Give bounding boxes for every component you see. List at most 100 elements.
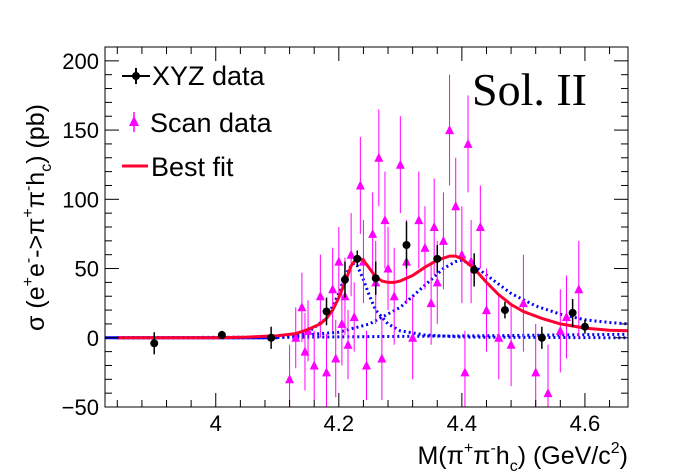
solution-label: Sol. II [472, 64, 587, 115]
y-tick-label: 200 [62, 49, 99, 74]
scan-marker [377, 353, 387, 363]
scan-data-point [337, 282, 347, 366]
scan-marker [368, 228, 378, 238]
scan-marker [389, 291, 399, 301]
legend-label-scan-data: Scan data [150, 108, 273, 138]
xyz-marker [340, 275, 349, 284]
scan-data-point [331, 319, 341, 398]
scan-marker [322, 367, 332, 377]
scan-marker [420, 242, 430, 252]
scan-data-point [355, 137, 365, 234]
scan-data-point [531, 323, 541, 407]
y-tick-label: −50 [62, 395, 99, 420]
scan-data-point [475, 185, 485, 269]
scan-data-point [395, 116, 405, 214]
data-layer [105, 74, 628, 407]
fit-component-curve-1 [117, 260, 628, 340]
scan-data-point [506, 303, 516, 387]
scan-marker [291, 332, 301, 342]
scan-marker [451, 201, 461, 211]
xyz-data-point [537, 326, 546, 349]
legend-scan-marker [129, 116, 139, 126]
scan-data-point [291, 307, 301, 369]
scan-data-point [334, 227, 344, 297]
scan-marker [561, 312, 571, 321]
scan-data-point [408, 296, 418, 380]
scan-marker [506, 339, 516, 349]
scan-marker [355, 180, 365, 190]
xyz-marker [500, 306, 509, 315]
scan-data-point [285, 344, 295, 407]
scan-marker [438, 235, 448, 245]
scan-data-point [543, 344, 553, 407]
xyz-data-point [580, 319, 589, 334]
xyz-data-point [150, 332, 159, 355]
xyz-marker [353, 254, 362, 263]
legend-entry-xyz-data: XYZ data [122, 61, 266, 91]
scan-data-point [445, 74, 455, 186]
xyz-marker [568, 308, 577, 317]
xyz-data-point [353, 250, 362, 268]
y-tick-label: 150 [62, 118, 99, 143]
scan-marker [460, 367, 470, 377]
scan-marker [337, 318, 347, 328]
scan-data-point [377, 317, 387, 401]
scan-marker [555, 325, 565, 335]
legend: XYZ data Scan data Best fit [122, 61, 273, 182]
x-tick-label: 4.4 [447, 411, 478, 436]
xyz-marker [580, 322, 589, 331]
scan-data-point [300, 312, 310, 391]
xyz-data-point [402, 221, 411, 269]
xyz-data-point [500, 301, 509, 319]
scan-data-point [368, 192, 378, 276]
scan-data-point [346, 213, 356, 297]
scan-data-point [343, 310, 353, 380]
xyz-marker [470, 265, 479, 274]
scan-marker [343, 339, 353, 349]
scan-data-point [463, 95, 473, 193]
scan-marker [309, 360, 319, 370]
xyz-data-point [470, 253, 479, 287]
legend-label-xyz-data: XYZ data [152, 61, 266, 91]
scan-data-point [438, 192, 448, 290]
axes-layer: −50 0 50 100 150 200 4 4.2 4.4 4.6 [62, 46, 628, 436]
y-tick-label: 0 [87, 326, 99, 351]
scan-data-point [420, 206, 430, 290]
xyz-marker [267, 333, 276, 342]
scan-data-point [389, 247, 399, 345]
xyz-marker [217, 331, 226, 339]
x-tick-label: 4.2 [324, 411, 355, 436]
scan-marker [429, 222, 439, 231]
scan-data-point [328, 247, 338, 331]
xyz-marker [371, 274, 380, 283]
data-clip-group [105, 74, 628, 407]
fit-component-curve-3 [117, 332, 628, 340]
legend-xyz-marker [132, 72, 140, 80]
scan-data-point [555, 289, 565, 373]
scan-data-point [426, 261, 436, 345]
scan-data-point [309, 330, 319, 401]
x-tick-label: 4 [210, 411, 222, 436]
scan-marker [414, 215, 424, 225]
scan-marker [494, 332, 504, 342]
y-tick-label: 50 [75, 257, 99, 282]
xyz-marker [322, 307, 331, 316]
scan-marker [408, 332, 418, 342]
xyz-data-point [371, 261, 380, 295]
scan-marker [374, 152, 384, 162]
x-axis-title: M(π+π-hc) (GeV/c2) [417, 440, 628, 474]
scan-data-point [383, 227, 393, 311]
scan-marker [432, 277, 442, 287]
scan-data-point [349, 282, 359, 352]
x-tick-label: 4.6 [570, 411, 601, 436]
scan-marker [380, 215, 390, 225]
xyz-marker [150, 339, 159, 348]
xyz-marker [402, 241, 411, 249]
xyz-marker [537, 333, 546, 342]
xyz-marker [433, 254, 442, 263]
scan-data-point [460, 330, 470, 407]
scan-marker [297, 302, 307, 312]
scan-marker [383, 263, 393, 273]
scan-marker [445, 125, 455, 135]
